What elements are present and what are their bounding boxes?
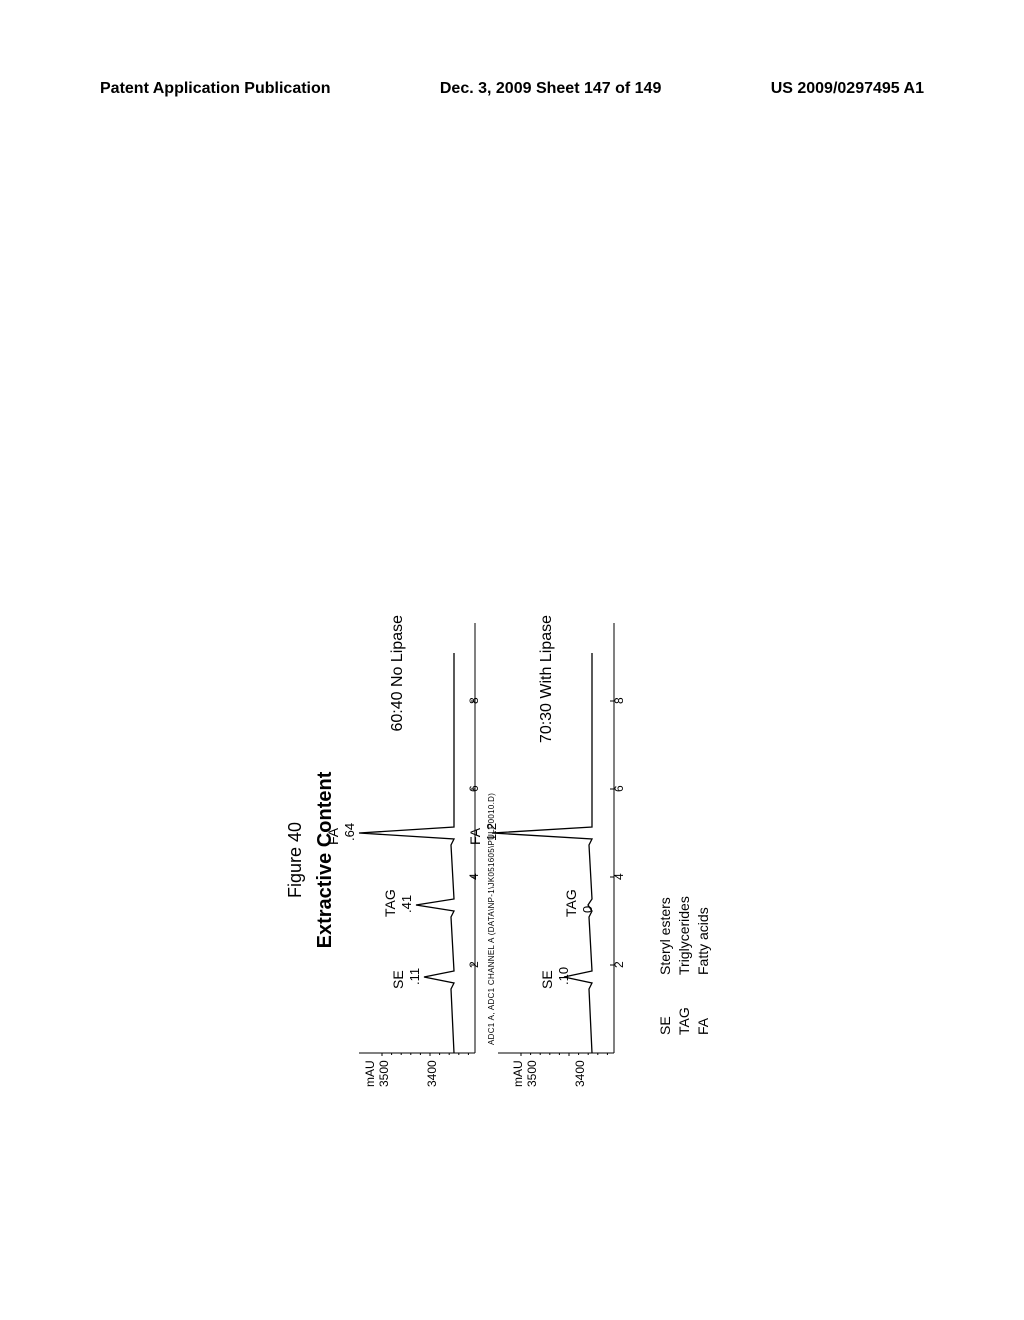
- legend-row: SESteryl esters: [656, 625, 675, 1035]
- legend-desc: Steryl esters: [656, 897, 675, 975]
- legend-key: SE: [656, 975, 675, 1035]
- peak-label: FA: [325, 828, 341, 845]
- legend-key: TAG: [675, 975, 694, 1035]
- peak-value: .41: [399, 895, 414, 913]
- y-tick-label: 3500: [525, 1060, 539, 1087]
- peak-value: .10: [556, 967, 571, 985]
- legend-row: FAFatty acids: [694, 625, 713, 1035]
- x-tick-label: 6: [467, 785, 481, 792]
- y-axis-unit: mAU: [511, 1060, 525, 1087]
- x-tick-label: 8: [612, 697, 626, 704]
- legend-key: FA: [694, 975, 713, 1035]
- header-left: Patent Application Publication: [100, 80, 331, 98]
- y-tick-label: 3400: [425, 1060, 439, 1087]
- peak-label: TAG: [382, 889, 398, 917]
- x-tick-label: 4: [467, 873, 481, 880]
- x-tick-label: 6: [612, 785, 626, 792]
- x-tick-label: 8: [467, 697, 481, 704]
- y-tick-label: 3500: [377, 1060, 391, 1087]
- peak-label: SE: [390, 970, 406, 989]
- peak-value: 1.2: [484, 823, 499, 841]
- header-center: Dec. 3, 2009 Sheet 147 of 149: [440, 80, 661, 98]
- legend-desc: Fatty acids: [694, 907, 713, 975]
- chart-condition-label: 70:30 With Lipase: [538, 615, 556, 743]
- y-axis-unit: mAU: [363, 1060, 377, 1087]
- legend-row: TAGTriglycerides: [675, 625, 694, 1035]
- chart-wrapper: mAU 3500 3400 SE.11TAG.41FA.64 2468 60:4…: [349, 625, 713, 1095]
- chart-condition-label: 60:40 No Lipase: [389, 615, 407, 732]
- peak-value: 0: [580, 906, 595, 913]
- x-tick-label: 2: [467, 961, 481, 968]
- page-header: Patent Application Publication Dec. 3, 2…: [0, 80, 1024, 98]
- peak-label: SE: [539, 970, 555, 989]
- peak-value: .11: [407, 968, 422, 985]
- x-tick-label: 2: [612, 961, 626, 968]
- chromatogram-svg-1: [349, 603, 479, 1095]
- peak-value: .64: [342, 823, 357, 841]
- legend: SESteryl estersTAGTriglyceridesFAFatty a…: [656, 625, 713, 1035]
- figure-title: Extractive Content: [314, 625, 337, 1095]
- peak-label: FA: [467, 828, 483, 845]
- legend-desc: Triglycerides: [675, 896, 694, 975]
- x-tick-label: 4: [612, 873, 626, 880]
- header-right: US 2009/0297495 A1: [771, 80, 924, 98]
- chromatogram-chart-no-lipase: mAU 3500 3400 SE.11TAG.41FA.64 2468 60:4…: [349, 625, 479, 1095]
- figure-container: Figure 40 Extractive Content mAU 3500 34…: [285, 625, 725, 1095]
- chromatogram-chart-with-lipase: ADC1 A, ADC1 CHANNEL A (DATA\NP-1\JK0516…: [488, 625, 628, 1095]
- figure-label: Figure 40: [285, 625, 306, 1095]
- peak-label: TAG: [563, 889, 579, 917]
- y-tick-label: 3400: [573, 1060, 587, 1087]
